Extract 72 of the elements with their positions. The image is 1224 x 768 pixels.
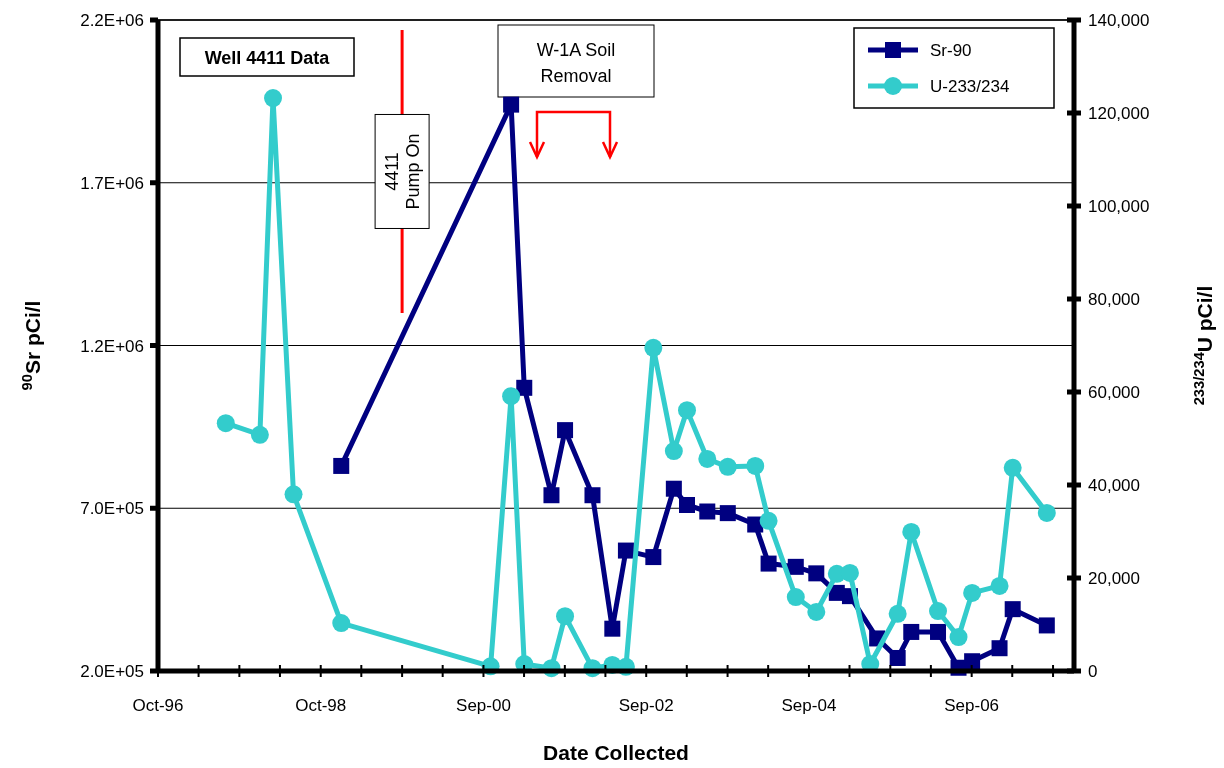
point [264,89,283,108]
point [333,457,350,474]
point [516,379,533,396]
point [760,555,777,572]
point [719,505,736,522]
y-tick-label: 1.2E+06 [80,336,144,356]
point [759,511,778,530]
point [929,602,948,621]
x-tick-label: Oct-96 [132,696,184,715]
y2-tick-label: 60,000 [1088,383,1140,402]
point [584,487,601,504]
y2-tick-label: 0 [1088,662,1098,681]
y2-tick-label: 120,000 [1088,104,1150,123]
y2-tick-label: 100,000 [1088,197,1150,216]
point [698,449,717,468]
point [644,338,663,357]
point [502,387,521,406]
point [617,542,634,559]
y-tick-label: 1.7E+06 [80,173,144,193]
x-tick-label: Sep-02 [618,696,674,715]
point [902,522,921,541]
point [332,614,351,633]
y-tick-label: 2.2E+06 [80,11,144,30]
point [557,422,574,439]
point [964,653,981,670]
point [556,607,575,626]
point [889,649,906,666]
x-tick-label: Sep-04 [781,696,837,715]
point [807,602,826,621]
y2-tick-label: 20,000 [1088,569,1140,588]
point [746,456,765,475]
point [645,549,662,566]
point [1038,617,1055,634]
point [216,414,235,433]
legend-label: U-233/234 [930,77,1010,96]
point [665,480,682,497]
point [787,558,804,575]
point [903,623,920,640]
point [284,485,303,504]
point [991,640,1008,657]
x-tick-label: Sep-00 [456,696,511,715]
point [963,583,982,602]
point [1037,503,1056,522]
x-tick-label: Oct-98 [295,696,347,715]
point [543,487,560,504]
point [664,442,683,461]
point [786,588,805,607]
point [679,497,695,513]
y2-tick-label: 140,000 [1088,11,1150,30]
y-tick-label: 2.0E+05 [80,662,144,681]
y2-tick-label: 40,000 [1088,476,1140,495]
point [808,565,825,582]
x-tick-label: Sep-06 [944,696,1000,715]
point [949,628,968,647]
y2-tick-label: 80,000 [1088,290,1140,309]
point [718,457,737,476]
ref-line-label: 4411 Pump On [382,133,424,210]
point [1004,601,1021,618]
point [699,503,716,520]
annotation: W-1A Soil Removal [536,40,616,86]
point [1003,458,1022,477]
y-tick-label: 7.0E+05 [80,499,144,519]
point [250,425,269,444]
point [604,620,621,637]
point [990,576,1009,595]
text: Well 4411 Data [204,48,331,68]
point [930,623,947,640]
point [503,96,520,113]
legend-label: Sr-90 [930,41,972,60]
x-axis-title: Date Collected [543,741,689,764]
point [678,401,696,420]
point [888,604,907,623]
